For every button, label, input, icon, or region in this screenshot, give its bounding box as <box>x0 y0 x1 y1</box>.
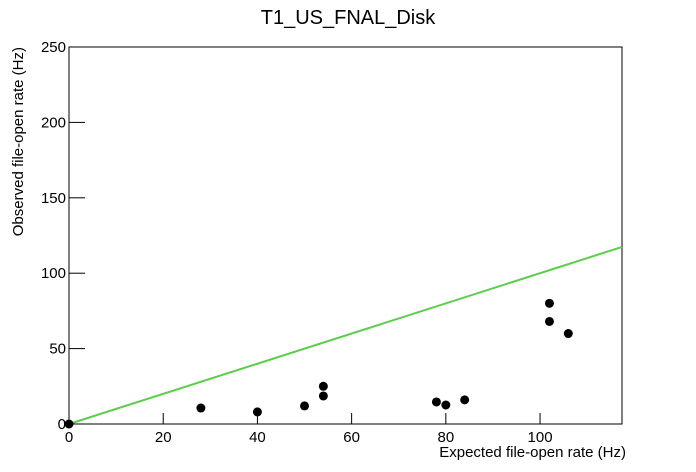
reference-line <box>68 246 623 425</box>
x-tick-label: 20 <box>155 429 172 446</box>
x-tick-label: 60 <box>343 429 360 446</box>
point <box>544 316 554 326</box>
y-tick-label: 100 <box>41 265 66 282</box>
point <box>318 391 328 401</box>
x-tick-label: 0 <box>65 429 73 446</box>
plot-frame <box>68 46 623 425</box>
y-tick-label: 150 <box>41 190 66 207</box>
point <box>64 419 74 429</box>
y-tick-label: 250 <box>41 39 66 56</box>
point <box>544 298 554 308</box>
point <box>252 407 262 417</box>
y-axis-label: Observed file-open rate (Hz) <box>10 47 27 236</box>
point <box>300 401 310 411</box>
point <box>318 381 328 391</box>
point <box>563 329 573 339</box>
point <box>441 400 451 410</box>
x-tick-label: 80 <box>437 429 454 446</box>
point <box>431 397 441 407</box>
chart-title: T1_US_FNAL_Disk <box>261 7 437 29</box>
x-axis-label: Expected file-open rate (Hz) <box>439 444 626 461</box>
y-tick-label: 50 <box>49 341 66 358</box>
point <box>196 403 206 413</box>
x-tick-label: 100 <box>528 429 553 446</box>
y-tick-label: 200 <box>41 114 66 131</box>
y-tick-label: 0 <box>58 416 66 433</box>
x-tick-label: 40 <box>249 429 266 446</box>
point <box>460 395 470 405</box>
